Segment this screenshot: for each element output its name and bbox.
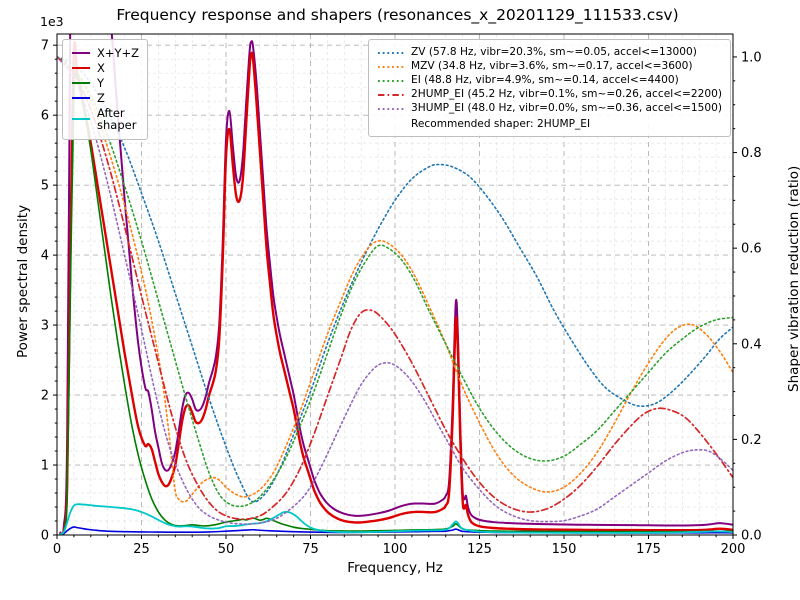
- legend-entry: 3HUMP_EI (48.0 Hz, vibr=0.0%, sm~=0.36, …: [377, 102, 722, 115]
- series-zv: [57, 56, 733, 503]
- series-mzv: [57, 56, 733, 503]
- legend-line-sample: [378, 66, 404, 68]
- legend-entry: X+Y+Z: [71, 47, 139, 60]
- y-left-tick-label: 7: [41, 39, 49, 54]
- legend-entry-label: ZV (57.8 Hz, vibr=20.3%, sm~=0.05, accel…: [411, 46, 697, 59]
- y-left-tick-label: 5: [41, 179, 49, 194]
- y-axis-label-left: Power spectral density: [15, 204, 31, 358]
- y-left-tick-label: 6: [41, 109, 49, 124]
- legend-entry-label: MZV (34.8 Hz, vibr=3.6%, sm~=0.17, accel…: [411, 60, 693, 73]
- legend-entry-label: 2HUMP_EI (45.2 Hz, vibr=0.1%, sm~=0.26, …: [411, 88, 722, 101]
- legend-entry-label: X+Y+Z: [97, 46, 140, 60]
- x-tick-label: 175: [636, 542, 661, 557]
- x-tick-label: 150: [552, 542, 577, 557]
- legend-shapers: ZV (57.8 Hz, vibr=20.3%, sm~=0.05, accel…: [368, 39, 731, 137]
- legend-entry: MZV (34.8 Hz, vibr=3.6%, sm~=0.17, accel…: [377, 60, 722, 73]
- y-left-tick-label: 2: [41, 389, 49, 404]
- y-axis-offset-label: 1e3: [40, 14, 64, 29]
- legend-line-sample: [72, 97, 90, 100]
- legend-entry-label: 3HUMP_EI (48.0 Hz, vibr=0.0%, sm~=0.36, …: [411, 102, 722, 115]
- y-left-tick-label: 4: [41, 249, 49, 264]
- x-tick-label: 125: [467, 542, 492, 557]
- legend-entry: 2HUMP_EI (45.2 Hz, vibr=0.1%, sm~=0.26, …: [377, 88, 722, 101]
- legend-entry-label: Y: [97, 75, 105, 90]
- legend-entry-label: After shaper: [97, 105, 137, 133]
- legend-line-sample: [72, 52, 90, 55]
- x-axis-label: Frequency, Hz: [347, 560, 443, 576]
- y-left-tick-label: 1: [41, 459, 49, 474]
- series-x: [59, 41, 733, 535]
- y-axis-label-right: Shaper vibration reduction (ratio): [786, 165, 800, 392]
- legend-entry: After shaper: [71, 105, 139, 133]
- legend-psd: X+Y+Z X Y Z After shaper: [62, 39, 149, 141]
- legend-entry-label: EI (48.8 Hz, vibr=4.9%, sm~=0.14, accel<…: [411, 74, 679, 87]
- y-right-tick-label: 0.0: [741, 529, 762, 544]
- y-right-tick-label: 0.4: [741, 337, 762, 352]
- legend-entry-label: Z: [97, 90, 105, 105]
- series-y: [59, 72, 733, 535]
- y-left-tick-label: 3: [41, 319, 49, 334]
- legend-line-sample: [378, 80, 404, 82]
- series-3hump-ei: [57, 56, 733, 525]
- legend-shapers-rows: ZV (57.8 Hz, vibr=20.3%, sm~=0.05, accel…: [377, 46, 722, 115]
- chart-title: Frequency response and shapers (resonanc…: [116, 6, 679, 24]
- series-2hump-ei: [57, 56, 733, 521]
- legend-entry: Z: [71, 90, 139, 105]
- legend-psd-rows: X+Y+Z X Y Z After shaper: [71, 47, 139, 132]
- y-right-tick-label: 0.6: [741, 242, 762, 257]
- series-ei: [57, 56, 733, 508]
- legend-line-sample: [378, 52, 404, 54]
- tick-labels: 0 25 50 75 100 125 150 175 200 0 1 2 3 4 5 6 7 0.0 0.2 0.4 0…: [41, 39, 762, 557]
- x-tick-label: 200: [721, 542, 746, 557]
- y-right-tick-label: 0.2: [741, 433, 762, 448]
- axis-ticks: [53, 44, 737, 539]
- y-right-tick-label: 1.0: [741, 50, 762, 65]
- legend-line-sample: [72, 118, 90, 121]
- legend-line-sample: [72, 67, 90, 70]
- y-left-tick-label: 0: [41, 529, 49, 544]
- x-tick-label: 0: [53, 542, 61, 557]
- x-tick-label: 50: [218, 542, 235, 557]
- legend-entry-label: X: [97, 60, 105, 75]
- legend-entry: Y: [71, 75, 139, 90]
- legend-line-sample: [378, 108, 404, 110]
- y-right-tick-label: 0.8: [741, 146, 762, 161]
- series-after-shaper: [59, 503, 733, 535]
- x-tick-label: 75: [302, 542, 319, 557]
- legend-line-sample: [378, 94, 404, 96]
- series-curves: [57, 34, 733, 535]
- legend-entry: EI (48.8 Hz, vibr=4.9%, sm~=0.14, accel<…: [377, 74, 722, 87]
- series-x-y-z: [59, 34, 733, 535]
- x-tick-label: 100: [383, 542, 408, 557]
- legend-entry: X: [71, 60, 139, 75]
- legend-line-sample: [72, 82, 90, 85]
- legend-recommended-shaper: Recommended shaper: 2HUMP_EI: [411, 118, 591, 130]
- legend-entry: ZV (57.8 Hz, vibr=20.3%, sm~=0.05, accel…: [377, 46, 722, 59]
- x-tick-label: 25: [133, 542, 150, 557]
